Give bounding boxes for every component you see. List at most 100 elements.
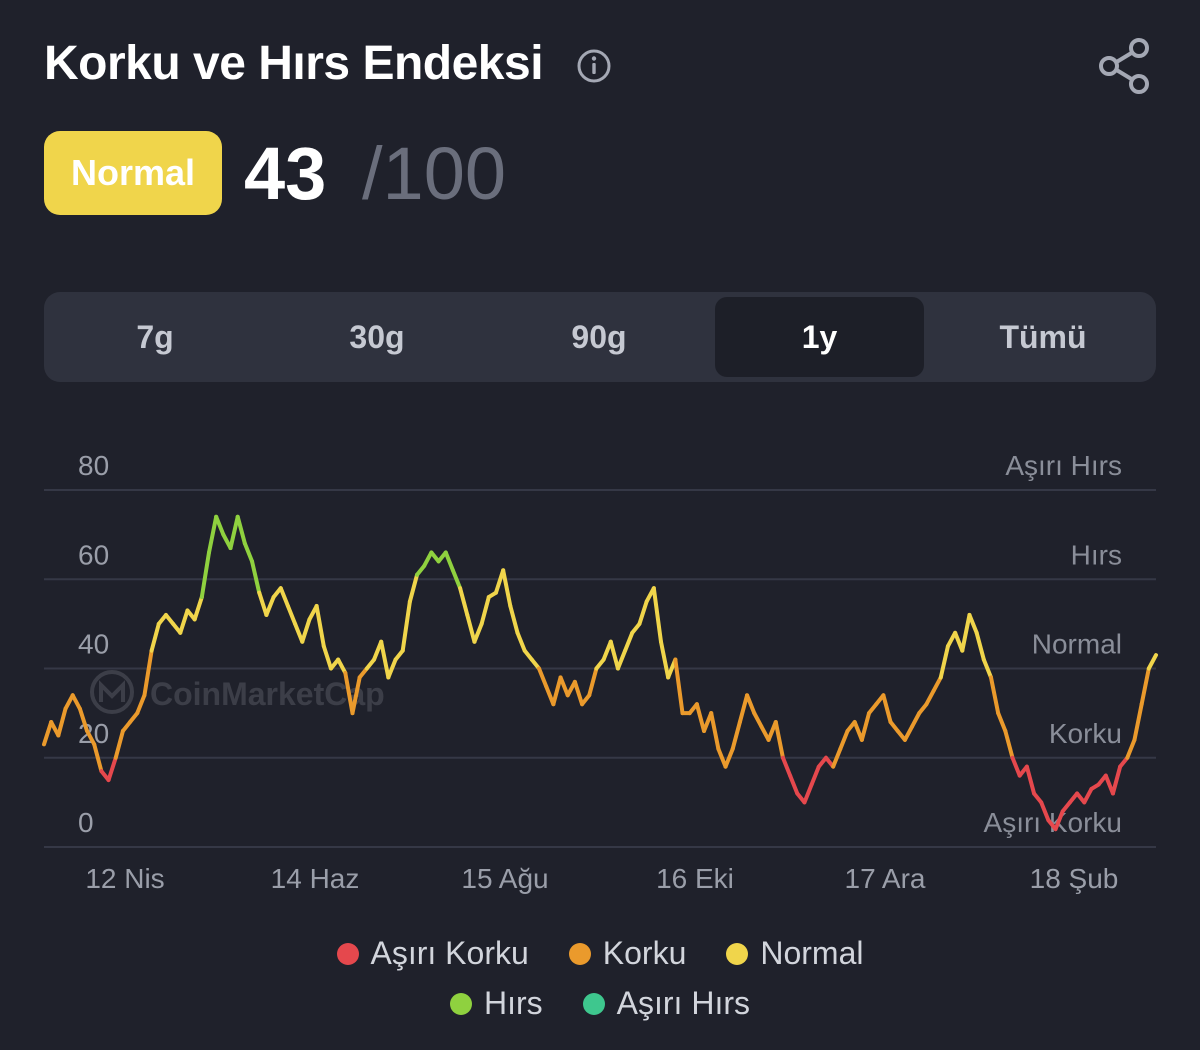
line-segment [960,612,972,653]
line-segment [70,693,82,711]
zone-label: Aşırı Hırs [1005,450,1122,481]
x-tick-label: 16 Eki [656,863,734,894]
line-segment [709,711,721,751]
line-segment [1132,702,1144,742]
line-segment [716,746,728,769]
line-segment [1125,737,1137,760]
legend-label: Aşırı Hırs [616,985,750,1021]
x-tick-label: 18 Şub [1030,863,1119,894]
line-segment [537,666,549,689]
tab-7g[interactable]: 7g [136,318,174,355]
line-segment [1110,764,1123,796]
line-segment [831,746,843,769]
x-tick-label: 17 Ara [845,863,926,894]
score-max: /100 [362,132,507,215]
line-segment [723,746,735,769]
tab-tumu[interactable]: Tümü [999,318,1087,355]
line-segment [974,630,986,662]
line-segment [458,586,470,617]
x-tick-label: 15 Ağu [461,863,548,894]
line-segment [988,675,1001,716]
legend-item-hirs: Hırs [450,985,543,1022]
line-segment [63,693,75,711]
legend-item-asiri-hirs: Aşırı Hırs [582,985,750,1022]
line-segment [981,657,993,680]
line-segment [192,595,204,622]
line-segment [615,648,628,671]
line-segment [293,621,305,644]
info-circle-icon[interactable] [576,48,612,84]
line-segment [142,648,154,698]
y-tick-label: 60 [78,539,109,570]
line-segment [802,782,814,805]
line-segment [515,630,527,653]
line-segment [207,514,219,555]
line-segment [587,666,599,698]
line-segment [1146,653,1158,671]
line-segment [1039,800,1051,823]
line-segment [737,693,750,725]
line-segment [92,742,104,774]
tab-30g[interactable]: 30g [349,318,405,355]
line-segment [838,728,850,751]
line-segment [745,693,757,716]
line-segment [788,773,800,796]
line-segment [694,702,707,733]
line-segment [443,550,455,573]
line-segment [314,604,326,649]
line-segment [996,711,1008,733]
line-segment [472,621,484,644]
line-segment [106,755,118,783]
line-segment [386,657,398,680]
line-segment [228,514,240,551]
line-segment [379,639,391,680]
line-segment [85,728,97,747]
line-segment [1024,764,1037,796]
line-segment [257,590,269,617]
legend-item-korku: Korku [568,935,686,972]
line-segment [56,706,68,738]
line-segment [572,679,585,707]
line-segment [42,720,54,747]
line-segment [250,559,262,595]
legend-dot [450,992,472,1015]
y-tick-label: 80 [78,450,109,481]
index-line [42,514,1158,832]
tab-90g[interactable]: 90g [571,318,627,355]
line-segment [1082,786,1094,805]
line-segment [551,675,563,707]
line-segment [1139,666,1151,707]
line-segment [422,550,434,568]
coinmarketcap-watermark: CoinMarketCap [90,670,385,714]
x-axis-labels: 12 Nis 14 Haz 15 Ağu 16 Eki 17 Ara 18 Şub [85,863,1118,894]
line-segment [479,595,491,626]
line-segment [199,550,212,600]
legend-label: Aşırı Korku [370,935,529,971]
share-icon[interactable] [1096,36,1154,96]
line-segment [673,657,685,716]
line-segment [149,621,161,653]
legend-dot [582,992,605,1015]
line-segment [278,586,290,609]
tab-1y[interactable]: 1y [715,297,924,377]
zone-label: Korku [1049,718,1122,749]
line-segment [637,599,649,626]
line-segment [350,675,362,716]
line-segment [773,720,785,760]
line-segment [450,568,463,591]
sentiment-badge: Normal [44,131,222,215]
line-segment [910,711,922,729]
zone-label: Normal [1032,629,1122,660]
legend-dot [336,942,359,965]
line-segment [321,644,333,671]
time-range-tabs: 7g 30g 90g 1y Tümü [44,292,1156,382]
legend-label: Hırs [484,985,543,1021]
line-segment [214,514,226,537]
score-value: 43 [244,132,327,215]
line-segment [235,514,247,546]
line-segment [336,657,348,675]
line-segment [938,644,950,680]
